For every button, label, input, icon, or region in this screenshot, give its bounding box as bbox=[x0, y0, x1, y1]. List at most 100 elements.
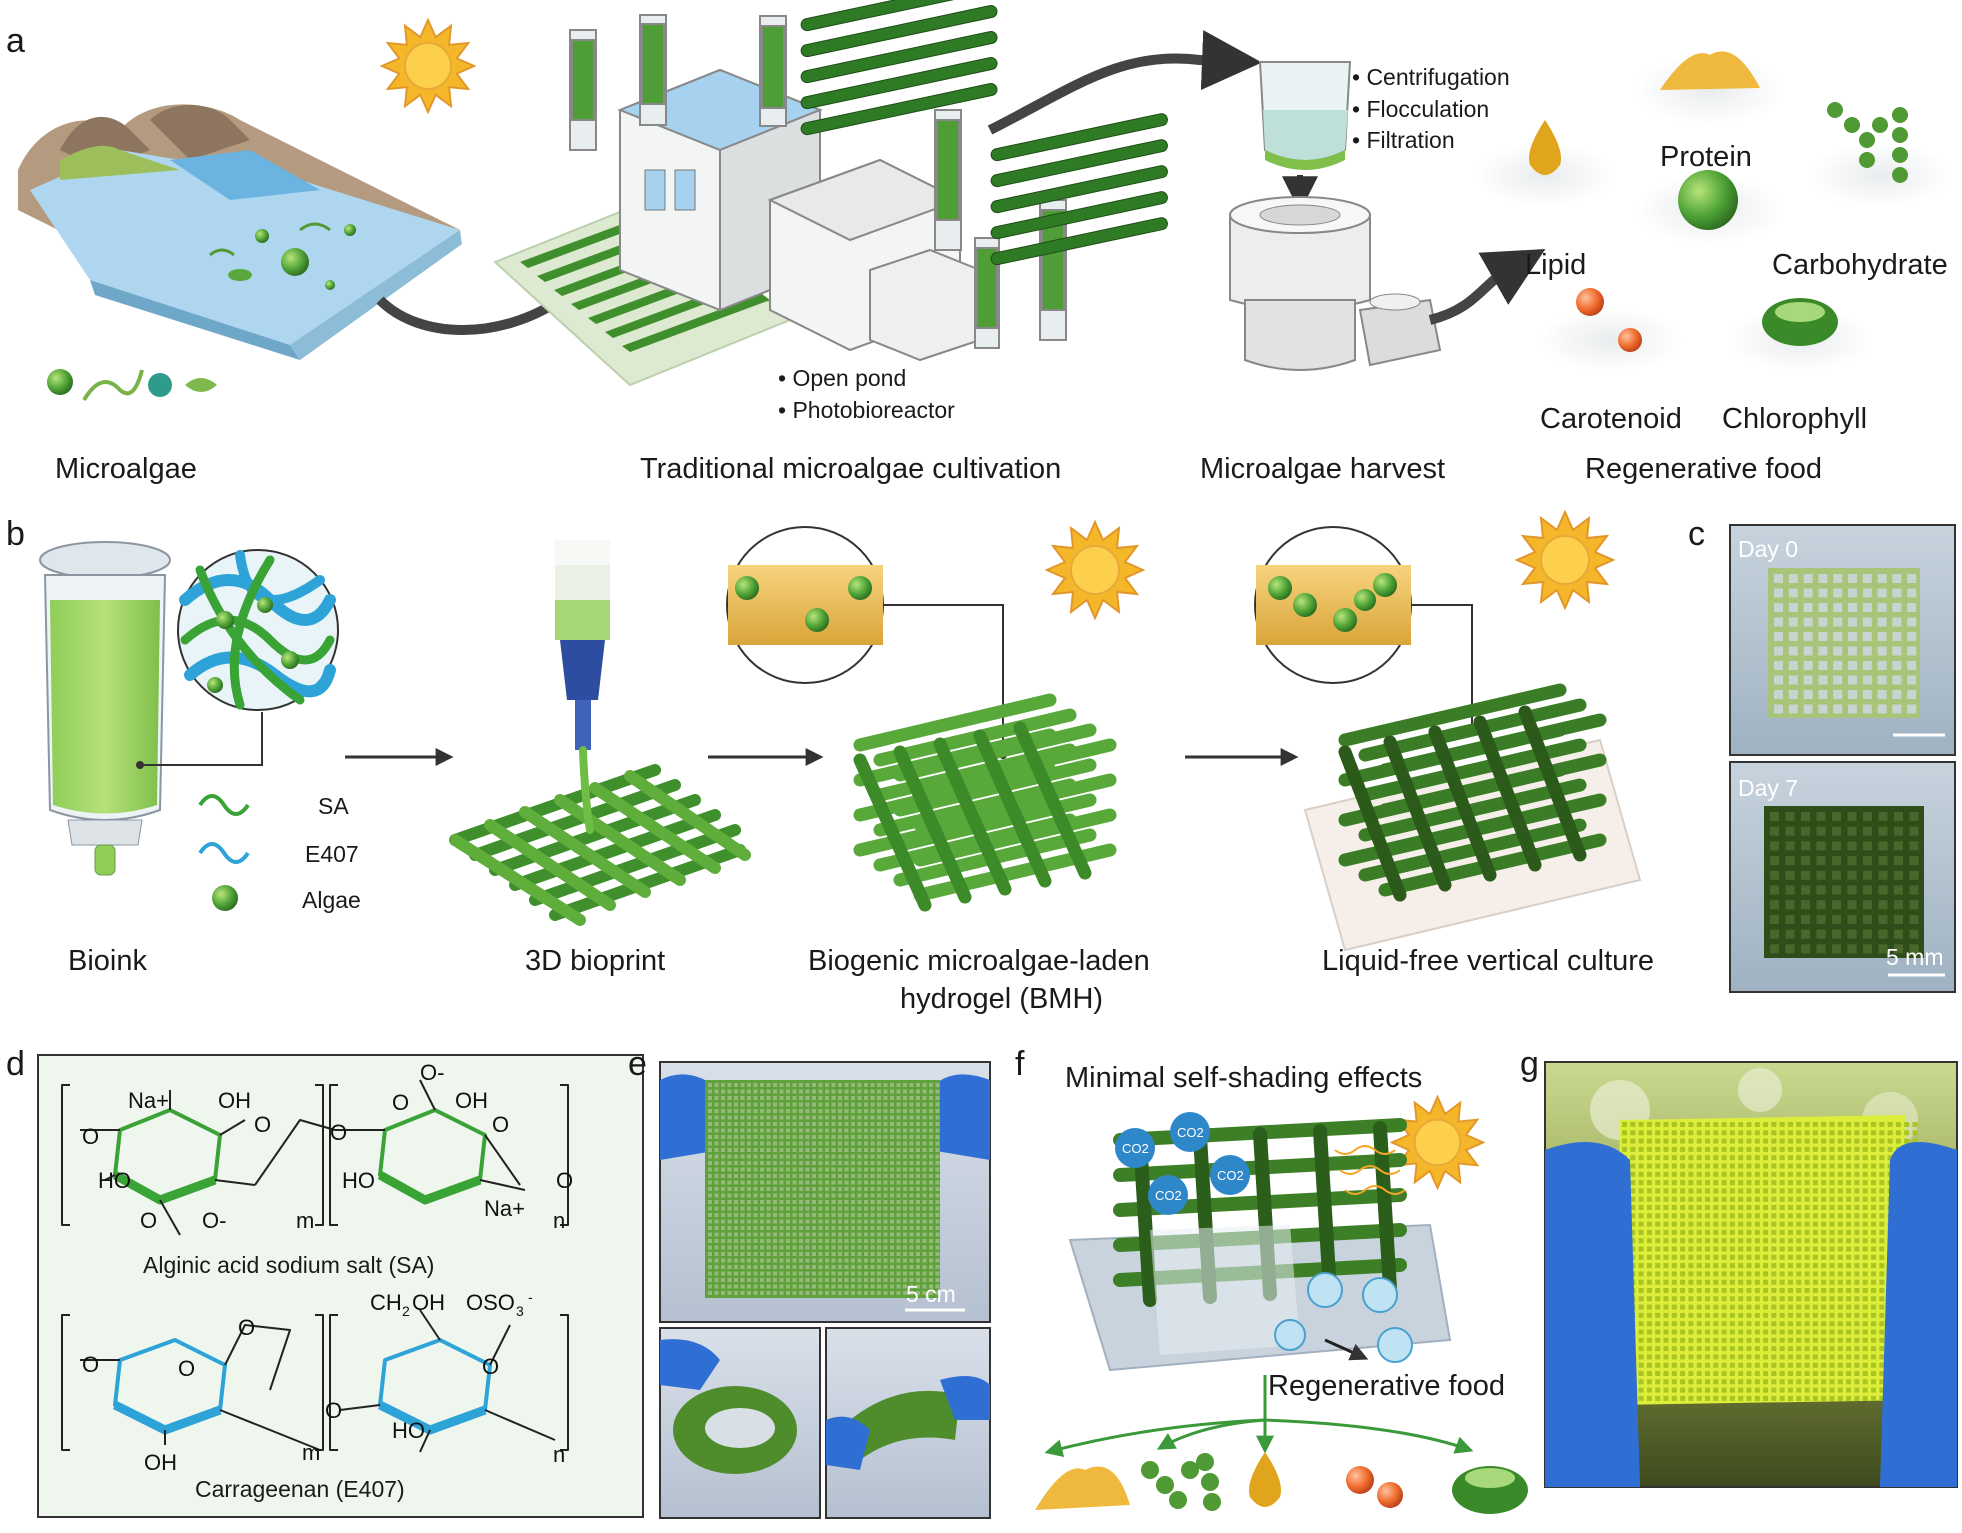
mesh-hole bbox=[805, 1115, 810, 1120]
mesh-hole bbox=[909, 1115, 914, 1120]
mesh-hole bbox=[903, 1122, 907, 1126]
mesh-hole bbox=[1829, 1288, 1835, 1293]
mesh-hole bbox=[1816, 812, 1826, 821]
mesh-hole bbox=[1638, 1312, 1644, 1318]
mesh-hole bbox=[896, 1141, 901, 1146]
mesh-hole bbox=[1729, 1395, 1735, 1401]
mesh-hole bbox=[773, 1083, 777, 1087]
mesh-hole bbox=[773, 1187, 777, 1191]
mesh-hole bbox=[1788, 1229, 1793, 1235]
mesh-hole bbox=[1671, 1188, 1677, 1194]
mesh-hole bbox=[851, 1141, 855, 1146]
mesh-hole bbox=[1803, 632, 1813, 641]
mesh-hole bbox=[1788, 1146, 1793, 1152]
mesh-hole bbox=[1837, 1221, 1843, 1227]
mesh-hole bbox=[727, 1161, 732, 1165]
mesh-hole bbox=[734, 1148, 738, 1152]
mesh-hole bbox=[838, 1252, 842, 1256]
mesh-hole bbox=[1771, 1271, 1777, 1277]
mesh-hole bbox=[799, 1252, 803, 1256]
mesh-hole bbox=[838, 1102, 842, 1107]
mesh-hole bbox=[727, 1193, 732, 1198]
mesh-hole bbox=[883, 1219, 888, 1224]
svg-text:3: 3 bbox=[516, 1303, 524, 1319]
mesh-hole bbox=[1671, 1329, 1677, 1335]
mesh-hole bbox=[1788, 1163, 1793, 1169]
mesh-hole bbox=[1863, 914, 1872, 924]
mesh-hole bbox=[903, 1135, 907, 1139]
mesh-hole bbox=[1638, 1130, 1644, 1136]
mesh-hole bbox=[1721, 1329, 1727, 1335]
mesh-hole bbox=[721, 1232, 725, 1237]
mesh-hole bbox=[1871, 1395, 1876, 1401]
mesh-hole bbox=[1879, 1180, 1885, 1186]
mesh-hole bbox=[916, 1226, 920, 1230]
mesh-hole bbox=[1663, 1163, 1669, 1169]
legend-algae-swatch bbox=[212, 885, 238, 911]
mesh-hole bbox=[1638, 1329, 1644, 1335]
mesh-hole bbox=[883, 1232, 888, 1237]
mesh-hole bbox=[1854, 1271, 1860, 1277]
mesh-hole bbox=[1871, 1188, 1876, 1194]
mesh-hole bbox=[805, 1265, 810, 1269]
mesh-hole bbox=[779, 1278, 784, 1282]
scale-bar-5mm: 5 mm bbox=[1886, 944, 1944, 970]
mesh-hole bbox=[786, 1115, 790, 1120]
mesh-hole bbox=[1763, 1122, 1769, 1127]
protein-powder-icon bbox=[1035, 1466, 1130, 1510]
mesh-hole bbox=[1804, 1196, 1810, 1202]
mesh-hole bbox=[831, 1115, 836, 1120]
sa-na-2: Na+ bbox=[484, 1196, 525, 1221]
mesh-hole bbox=[1879, 1238, 1885, 1244]
mesh-hole bbox=[1671, 1122, 1677, 1127]
mesh-hole bbox=[1721, 1379, 1727, 1385]
mesh-hole bbox=[727, 1154, 732, 1159]
mesh-hole bbox=[773, 1226, 777, 1230]
mesh-hole bbox=[1848, 661, 1857, 670]
mesh-hole bbox=[1821, 1246, 1827, 1252]
mesh-hole bbox=[870, 1239, 875, 1243]
mesh-hole bbox=[1871, 1304, 1876, 1310]
mesh-hole bbox=[799, 1206, 803, 1211]
mesh-hole bbox=[1832, 870, 1841, 880]
mesh-hole bbox=[805, 1284, 810, 1289]
mesh-hole bbox=[714, 1284, 719, 1289]
mesh-hole bbox=[721, 1167, 725, 1172]
mesh-hole bbox=[838, 1174, 842, 1178]
mesh-hole bbox=[1763, 1312, 1769, 1318]
mesh-hole bbox=[734, 1193, 738, 1198]
mesh-hole bbox=[1771, 1163, 1777, 1169]
mesh-hole bbox=[1812, 1163, 1818, 1169]
mesh-hole bbox=[1832, 841, 1841, 851]
mesh-hole bbox=[1770, 929, 1779, 939]
mesh-hole bbox=[766, 1226, 771, 1230]
mesh-hole bbox=[1738, 1229, 1744, 1235]
mesh-hole bbox=[799, 1213, 803, 1217]
mesh-hole bbox=[1788, 1221, 1793, 1227]
mesh-hole bbox=[877, 1122, 881, 1126]
sun-icon bbox=[1390, 1095, 1485, 1190]
mesh-hole bbox=[740, 1265, 745, 1269]
mesh-hole bbox=[1705, 1379, 1710, 1385]
mesh-hole bbox=[1894, 885, 1903, 895]
mesh-hole bbox=[1680, 1304, 1686, 1310]
mesh-hole bbox=[818, 1102, 823, 1107]
mesh-hole bbox=[1894, 812, 1903, 821]
mesh-hole bbox=[1746, 1180, 1752, 1186]
mesh-hole bbox=[1663, 1188, 1669, 1194]
mesh-hole bbox=[1729, 1146, 1735, 1152]
mesh-hole bbox=[747, 1096, 751, 1100]
mesh-hole bbox=[1713, 1155, 1719, 1161]
mesh-hole bbox=[734, 1187, 738, 1191]
mesh-hole bbox=[1862, 1263, 1868, 1269]
mesh-hole bbox=[786, 1135, 790, 1139]
mesh-hole bbox=[792, 1206, 797, 1211]
mesh-hole bbox=[1854, 1362, 1860, 1368]
mesh-hole bbox=[935, 1102, 940, 1107]
mesh-hole bbox=[1871, 1329, 1876, 1335]
mesh-hole bbox=[1671, 1180, 1677, 1186]
mesh-hole bbox=[818, 1271, 823, 1276]
mesh-hole bbox=[825, 1245, 829, 1250]
mesh-hole bbox=[870, 1200, 875, 1204]
mesh-hole bbox=[1829, 1263, 1835, 1269]
